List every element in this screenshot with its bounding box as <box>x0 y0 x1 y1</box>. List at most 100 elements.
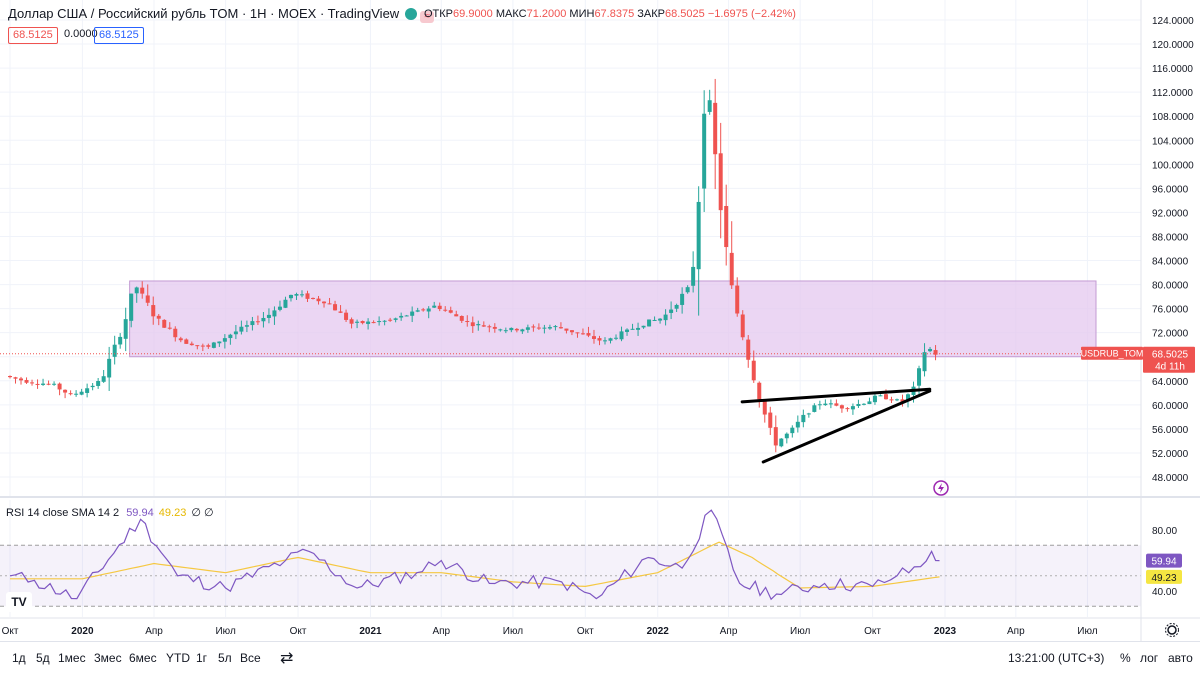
candle[interactable] <box>195 345 200 350</box>
timeframe-3m[interactable]: 3мес <box>94 651 122 665</box>
candle[interactable] <box>371 320 376 324</box>
candle[interactable] <box>652 316 657 321</box>
candle[interactable] <box>591 329 596 344</box>
candle[interactable] <box>680 287 685 314</box>
candle[interactable] <box>74 390 79 397</box>
candle[interactable] <box>674 303 679 312</box>
candle[interactable] <box>718 122 723 239</box>
candle[interactable] <box>465 315 470 327</box>
symbol-title[interactable]: Доллар США / Российский рубль TOM · 1Н ·… <box>8 6 400 21</box>
candle[interactable] <box>856 399 861 408</box>
candle[interactable] <box>288 294 293 302</box>
candle[interactable] <box>790 425 795 438</box>
candle[interactable] <box>277 300 282 312</box>
trend-line-1[interactable] <box>740 387 932 404</box>
candle[interactable] <box>872 393 877 405</box>
settings-gear-icon[interactable] <box>1165 623 1179 637</box>
candle[interactable] <box>751 350 756 383</box>
candle[interactable] <box>156 314 161 326</box>
candle[interactable] <box>85 383 90 398</box>
candle[interactable] <box>520 328 525 334</box>
candle[interactable] <box>305 290 310 302</box>
rsi-legend[interactable]: RSI 14 close SMA 14 2 59.94 49.23 ∅ ∅ <box>6 506 214 519</box>
candle[interactable] <box>542 324 547 334</box>
candle[interactable] <box>889 396 894 404</box>
candle[interactable] <box>514 328 519 333</box>
candle[interactable] <box>569 329 574 336</box>
candle[interactable] <box>696 186 701 316</box>
candle[interactable] <box>894 398 899 402</box>
candle[interactable] <box>382 320 387 326</box>
candle[interactable] <box>261 311 266 328</box>
candle[interactable] <box>415 307 420 313</box>
candle[interactable] <box>140 281 145 299</box>
candle[interactable] <box>388 317 393 322</box>
candle[interactable] <box>327 297 332 305</box>
market-open-icon[interactable] <box>405 8 418 20</box>
candle[interactable] <box>294 292 299 300</box>
timeframe-ytd[interactable]: YTD <box>166 651 190 665</box>
candle[interactable] <box>178 336 183 343</box>
candle[interactable] <box>729 221 734 289</box>
candle[interactable] <box>823 399 828 406</box>
candle[interactable] <box>658 318 663 324</box>
candle[interactable] <box>735 277 740 317</box>
candle[interactable] <box>779 438 784 448</box>
candle[interactable] <box>861 403 866 406</box>
candle[interactable] <box>426 306 431 319</box>
candle[interactable] <box>162 319 167 328</box>
candle[interactable] <box>63 389 68 399</box>
date-range-icon[interactable]: ⇄ <box>280 650 294 667</box>
candle[interactable] <box>448 306 453 314</box>
candle[interactable] <box>839 404 844 413</box>
candle[interactable] <box>817 400 822 410</box>
candle[interactable] <box>806 412 811 418</box>
candle[interactable] <box>344 309 349 323</box>
candle[interactable] <box>393 317 398 323</box>
log-toggle[interactable]: лог <box>1140 651 1159 665</box>
candle[interactable] <box>850 403 855 415</box>
timeframe-all[interactable]: Все <box>240 651 261 665</box>
candle[interactable] <box>355 319 360 329</box>
candle[interactable] <box>757 381 762 408</box>
candle[interactable] <box>834 399 839 407</box>
candle[interactable] <box>547 324 552 330</box>
candle[interactable] <box>167 322 172 330</box>
candle[interactable] <box>52 381 57 386</box>
timeframe-5y[interactable]: 5л <box>218 651 232 665</box>
candle[interactable] <box>272 306 277 325</box>
candle[interactable] <box>299 290 304 298</box>
candle[interactable] <box>536 323 541 330</box>
candle[interactable] <box>669 301 674 320</box>
candle[interactable] <box>255 315 260 326</box>
candle[interactable] <box>112 335 117 365</box>
candle[interactable] <box>404 314 409 317</box>
candle[interactable] <box>250 316 255 331</box>
percent-toggle[interactable]: % <box>1120 651 1131 665</box>
candle[interactable] <box>13 376 18 384</box>
candle[interactable] <box>812 403 817 413</box>
candle[interactable] <box>685 285 690 294</box>
candle[interactable] <box>266 308 271 324</box>
candle[interactable] <box>801 409 806 428</box>
candle[interactable] <box>900 394 905 407</box>
candle[interactable] <box>338 305 343 314</box>
candle[interactable] <box>244 320 249 333</box>
candle[interactable] <box>233 325 238 340</box>
candle[interactable] <box>217 341 222 347</box>
timeframe-1d[interactable]: 1д <box>12 651 26 665</box>
candle[interactable] <box>553 324 558 331</box>
timeframe-5d[interactable]: 5д <box>36 651 50 665</box>
candle[interactable] <box>597 335 602 346</box>
candle[interactable] <box>509 327 514 333</box>
candle[interactable] <box>283 296 288 309</box>
candle[interactable] <box>828 399 833 409</box>
alert-icon[interactable] <box>933 480 949 496</box>
candle[interactable] <box>19 376 24 385</box>
candle[interactable] <box>575 332 580 338</box>
candle[interactable] <box>608 337 613 344</box>
candle[interactable] <box>564 328 569 334</box>
candle[interactable] <box>399 312 404 321</box>
candle[interactable] <box>184 338 189 344</box>
candle[interactable] <box>24 377 29 384</box>
